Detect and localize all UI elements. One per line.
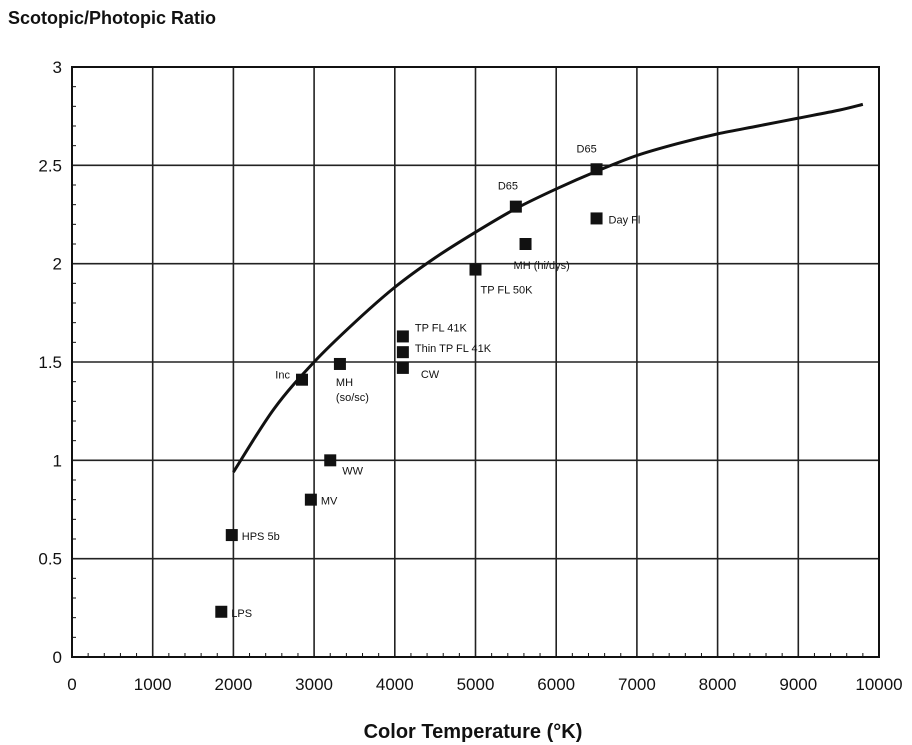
y-tick-label: 1.5	[38, 353, 62, 372]
data-point	[469, 263, 482, 276]
data-label: CW	[421, 369, 440, 381]
x-tick-label: 1000	[134, 675, 172, 694]
plot-frame	[71, 66, 880, 658]
ticks-layer: 0 1000 2000 3000 4000 5000 6000 7000 8000 9000 100…	[38, 58, 902, 694]
data-label: Day Fl	[609, 214, 641, 226]
data-point	[509, 200, 522, 213]
x-tick-label: 9000	[779, 675, 817, 694]
y-tick-label: 3	[53, 58, 62, 77]
data-label: LPS	[231, 608, 252, 620]
x-tick-label: 10000	[855, 675, 902, 694]
data-point	[304, 493, 317, 506]
curve-layer	[232, 102, 864, 473]
data-point	[396, 330, 409, 343]
data-point	[215, 605, 228, 618]
x-tick-label: 5000	[457, 675, 495, 694]
x-tick-label: 0	[67, 675, 76, 694]
trend-curve	[232, 102, 864, 473]
data-point	[333, 357, 346, 370]
data-point	[396, 361, 409, 374]
data-label: D65	[577, 143, 597, 155]
data-label: Thin TP FL 41K	[415, 343, 492, 355]
data-label: MV	[321, 496, 338, 508]
y-axis-label: Scotopic/Photopic Ratio	[8, 8, 216, 28]
x-tick-label: 3000	[295, 675, 333, 694]
y-tick-label: 0	[53, 648, 62, 667]
data-label: D65	[498, 181, 518, 193]
data-point	[590, 163, 603, 176]
data-label: HPS 5b	[242, 531, 280, 543]
data-label: TP FL 41K	[415, 322, 468, 334]
data-point	[396, 346, 409, 359]
data-point	[519, 238, 532, 250]
data-label: MH (so/sc)	[336, 377, 369, 404]
y-tick-label: 0.5	[38, 550, 62, 569]
data-point	[324, 454, 337, 467]
x-tick-label: 8000	[699, 675, 737, 694]
data-label: MH (hi/dys)	[514, 260, 570, 272]
y-tick-label: 2	[53, 255, 62, 274]
grid	[71, 66, 880, 658]
x-axis-label: Color Temperature (°K)	[364, 721, 583, 743]
data-point	[590, 212, 603, 225]
x-tick-label: 2000	[214, 675, 252, 694]
data-label: TP FL 50K	[481, 285, 534, 297]
x-tick-label: 7000	[618, 675, 656, 694]
y-tick-label: 2.5	[38, 156, 62, 175]
x-tick-label: 6000	[537, 675, 575, 694]
data-label: Inc	[275, 370, 290, 382]
data-point	[295, 373, 308, 386]
data-point	[225, 529, 238, 542]
points-layer: LPS HPS 5b MV WW Inc MH (so/sc) TP FL 41K Thin T…	[215, 143, 640, 620]
y-tick-label: 1	[53, 451, 62, 470]
x-tick-label: 4000	[376, 675, 414, 694]
data-label: WW	[342, 465, 363, 477]
